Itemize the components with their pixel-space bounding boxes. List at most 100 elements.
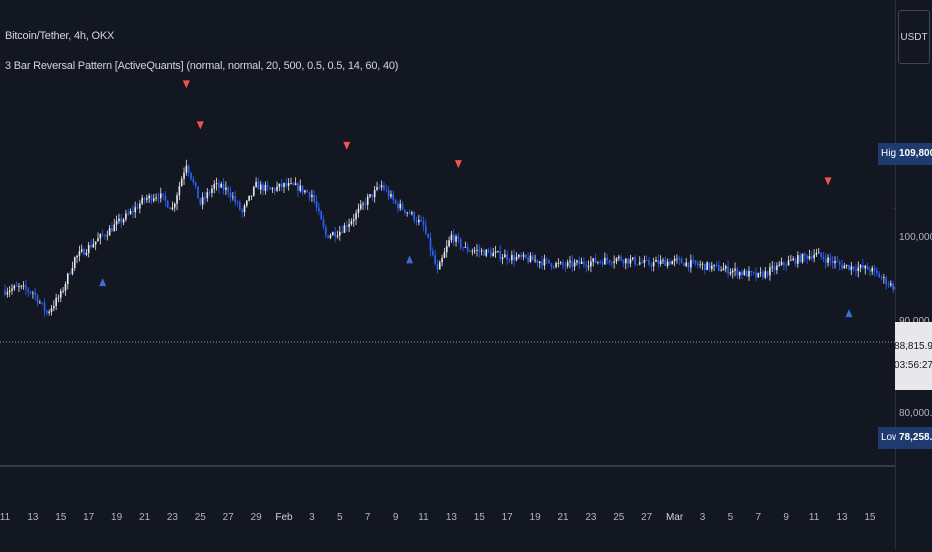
candle bbox=[634, 255, 636, 266]
time-tick-label: 15 bbox=[864, 512, 875, 523]
candle bbox=[348, 219, 350, 233]
time-tick-label: 23 bbox=[585, 512, 596, 523]
candle bbox=[276, 182, 278, 193]
time-axis[interactable] bbox=[0, 465, 895, 552]
candle bbox=[725, 265, 727, 273]
candle bbox=[844, 263, 846, 269]
candle bbox=[388, 186, 390, 200]
candle bbox=[183, 167, 185, 185]
candle bbox=[234, 191, 236, 206]
candle bbox=[741, 270, 743, 279]
time-tick-label: 21 bbox=[139, 512, 150, 523]
candle-layer bbox=[4, 160, 895, 423]
candle bbox=[478, 244, 480, 257]
candle bbox=[385, 185, 387, 192]
candle bbox=[30, 291, 32, 295]
candle bbox=[674, 255, 676, 266]
candle bbox=[351, 218, 353, 226]
candle bbox=[637, 264, 639, 265]
candle bbox=[881, 275, 883, 280]
last-price-badge: 88,815.9 03:56:27 bbox=[895, 322, 932, 390]
candle bbox=[365, 198, 367, 209]
candle bbox=[551, 263, 553, 270]
candle bbox=[425, 219, 427, 235]
candle bbox=[502, 254, 504, 264]
candle bbox=[506, 250, 508, 264]
time-tick-label: 15 bbox=[55, 512, 66, 523]
price-axis[interactable] bbox=[895, 0, 932, 550]
candle bbox=[444, 248, 446, 258]
candle bbox=[755, 268, 757, 282]
candle bbox=[358, 204, 360, 218]
time-tick-label: 7 bbox=[365, 512, 371, 523]
candle bbox=[258, 178, 260, 190]
indicator-legend[interactable]: 3 Bar Reversal Pattern [ActiveQuants] (n… bbox=[5, 60, 398, 72]
candle bbox=[569, 256, 571, 268]
candle bbox=[311, 190, 313, 202]
candle bbox=[481, 248, 483, 256]
candle bbox=[416, 217, 418, 226]
candle bbox=[137, 203, 139, 209]
candle bbox=[218, 180, 220, 194]
candle bbox=[337, 231, 339, 239]
candle bbox=[850, 262, 852, 275]
candle bbox=[567, 260, 569, 269]
candle bbox=[4, 284, 6, 296]
time-tick-label: 17 bbox=[502, 512, 513, 523]
candle bbox=[132, 205, 134, 219]
candle bbox=[676, 254, 678, 263]
candle bbox=[318, 203, 320, 215]
candle bbox=[671, 260, 673, 264]
candle bbox=[630, 255, 632, 267]
candle bbox=[130, 208, 132, 215]
candle bbox=[111, 222, 113, 232]
candle bbox=[325, 224, 327, 238]
candle bbox=[113, 219, 115, 232]
currency-button[interactable]: USDT bbox=[898, 10, 930, 64]
candle bbox=[153, 194, 155, 203]
candle bbox=[495, 246, 497, 258]
candle bbox=[685, 258, 687, 267]
candle bbox=[660, 255, 662, 266]
candle bbox=[11, 284, 13, 295]
candle bbox=[664, 256, 666, 266]
candle bbox=[774, 262, 776, 275]
candle bbox=[79, 246, 81, 262]
candle bbox=[520, 252, 522, 260]
candle bbox=[606, 254, 608, 264]
candle bbox=[155, 193, 157, 201]
price-tick: 80,000.0 bbox=[899, 408, 932, 419]
candle bbox=[420, 216, 422, 222]
candle bbox=[197, 186, 199, 198]
candle bbox=[58, 294, 60, 302]
time-tick-label: 11 bbox=[418, 512, 428, 523]
candle bbox=[237, 200, 239, 206]
candle bbox=[290, 178, 292, 185]
candle bbox=[230, 187, 232, 203]
bearish-reversal-marker bbox=[197, 121, 204, 129]
bullish-reversal-marker bbox=[99, 278, 106, 286]
candle bbox=[190, 172, 192, 181]
chart-area[interactable]: Bitcoin/Tether, 4h, OKX 3 Bar Reversal P… bbox=[0, 0, 895, 465]
candle bbox=[455, 234, 457, 246]
candle bbox=[678, 256, 680, 265]
candle bbox=[265, 181, 267, 194]
candle bbox=[167, 200, 169, 208]
candle bbox=[525, 254, 527, 259]
candle bbox=[485, 249, 487, 257]
candle bbox=[353, 214, 355, 227]
candle bbox=[134, 202, 136, 218]
candle bbox=[830, 253, 832, 266]
candle bbox=[106, 231, 108, 241]
candle bbox=[7, 288, 9, 298]
candle bbox=[560, 261, 562, 265]
candle bbox=[41, 302, 43, 305]
candle bbox=[83, 248, 85, 256]
high-value: 109,800.0 bbox=[896, 143, 932, 165]
candle bbox=[309, 192, 311, 201]
candle bbox=[362, 201, 364, 209]
time-tick-label: 13 bbox=[446, 512, 457, 523]
candle bbox=[283, 182, 285, 193]
candle bbox=[834, 256, 836, 268]
time-tick-label: 13 bbox=[27, 512, 38, 523]
